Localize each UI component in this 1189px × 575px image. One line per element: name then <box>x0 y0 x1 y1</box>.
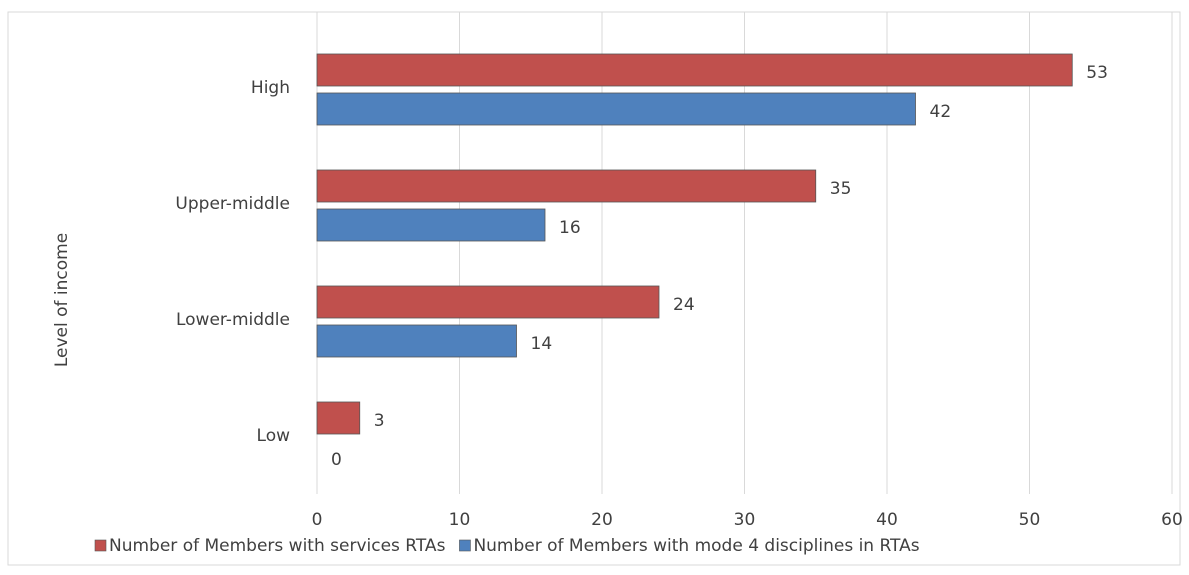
data-label: 3 <box>374 411 385 431</box>
bar <box>316 401 361 435</box>
x-tick-label: 0 <box>312 510 323 530</box>
data-label: 42 <box>930 102 952 122</box>
data-label: 14 <box>531 334 553 354</box>
y-axis-label: Level of income <box>52 233 72 367</box>
y-tick-label: High <box>251 78 290 98</box>
x-tick-label: 30 <box>734 510 756 530</box>
x-tick-label: 40 <box>876 510 898 530</box>
bar <box>316 169 817 203</box>
bar <box>316 324 517 358</box>
x-tick-label: 60 <box>1161 510 1183 530</box>
x-tick-label: 10 <box>449 510 471 530</box>
data-label: 53 <box>1086 63 1108 83</box>
legend-label: Number of Members with mode 4 discipline… <box>473 536 919 556</box>
x-tick-label: 50 <box>1019 510 1041 530</box>
bar <box>316 53 1073 87</box>
y-tick-label: Lower-middle <box>176 310 290 330</box>
bar <box>316 208 546 242</box>
data-label: 0 <box>331 450 342 470</box>
y-tick-label: Upper-middle <box>175 194 290 214</box>
data-label: 24 <box>673 295 695 315</box>
bar <box>316 285 660 319</box>
legend-label: Number of Members with services RTAs <box>109 536 446 556</box>
bar <box>316 92 916 126</box>
data-label: 35 <box>830 179 852 199</box>
x-tick-label: 20 <box>591 510 613 530</box>
data-label: 16 <box>559 218 581 238</box>
y-tick-label: Low <box>257 426 291 446</box>
legend-swatch <box>94 539 107 552</box>
legend-swatch <box>459 539 471 552</box>
